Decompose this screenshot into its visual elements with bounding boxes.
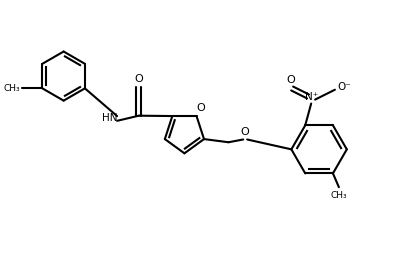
Text: N⁺: N⁺ [304, 91, 318, 102]
Text: CH₃: CH₃ [331, 191, 347, 200]
Text: O: O [134, 74, 143, 84]
Text: HN: HN [102, 114, 118, 123]
Text: O: O [286, 75, 295, 84]
Text: O: O [241, 127, 250, 137]
Text: O: O [196, 103, 205, 113]
Text: CH₃: CH₃ [4, 84, 20, 93]
Text: O⁻: O⁻ [337, 82, 351, 92]
